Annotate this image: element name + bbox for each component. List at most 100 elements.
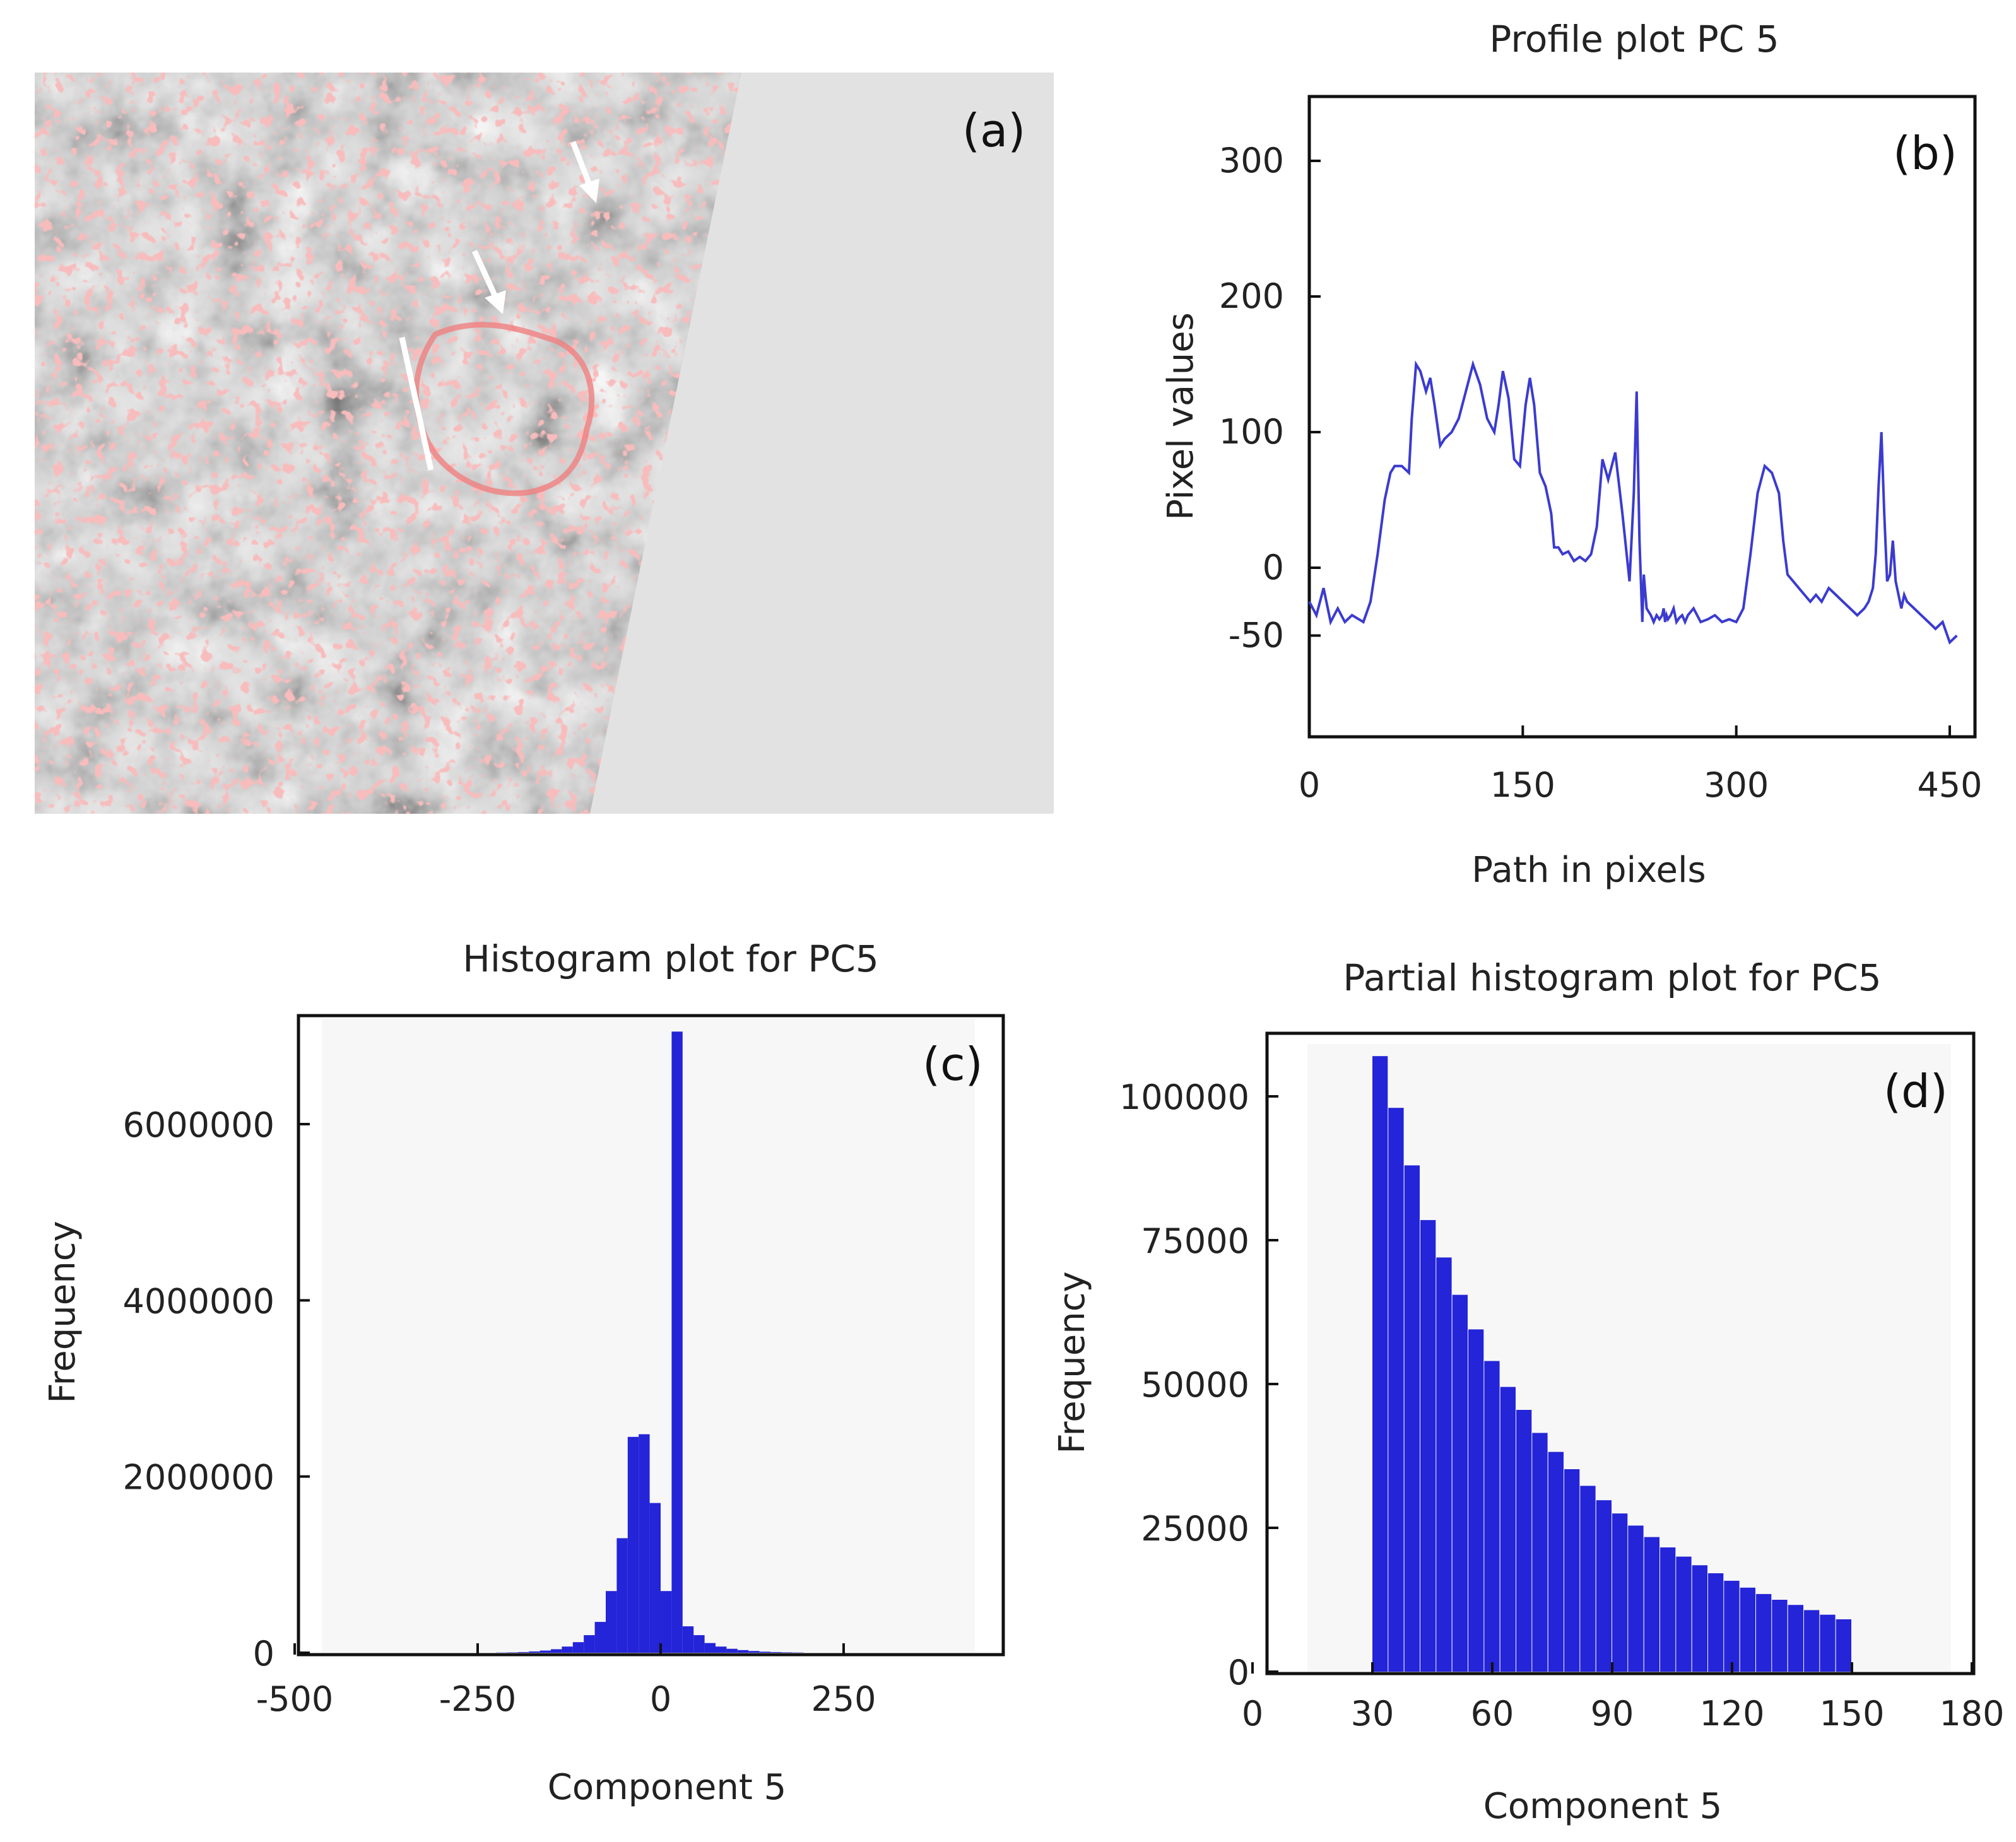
- chart-c-bar: [616, 1538, 628, 1653]
- chart-c-xtick-label: 250: [811, 1679, 876, 1719]
- chart-d-bar: [1596, 1500, 1612, 1672]
- chart-d-bar: [1628, 1525, 1644, 1672]
- chart-b-ytick-label: -50: [1229, 616, 1284, 655]
- chart-c-bar: [606, 1591, 617, 1653]
- chart-d-bar: [1612, 1513, 1628, 1672]
- chart-c-xlabel: Component 5: [548, 1767, 787, 1808]
- chart-d-bar: [1836, 1619, 1851, 1672]
- chart-c-bar: [693, 1635, 705, 1653]
- chart-d-ytick-label: 0: [1228, 1653, 1249, 1692]
- chart-b-series-line: [1308, 360, 1958, 645]
- chart-c-bar: [584, 1635, 595, 1653]
- chart-d-bar: [1756, 1593, 1772, 1672]
- profile-line: [399, 337, 434, 471]
- chart-c-bar: [529, 1651, 540, 1653]
- chart-b-frame: [1307, 95, 1977, 739]
- chart-b-ytick-label: 0: [1263, 548, 1284, 587]
- chart-d-bar: [1404, 1165, 1420, 1672]
- chart-c-bar: [704, 1643, 716, 1653]
- chart-d-ylabel: Frequency: [1052, 1271, 1093, 1453]
- chart-c-title: Histogram plot for PC5: [463, 937, 878, 980]
- panel-label-b: (b): [1893, 127, 1957, 180]
- chart-d-bar: [1484, 1361, 1500, 1672]
- chart-d-ytick-label: 100000: [1119, 1077, 1249, 1117]
- chart-c-frame: [297, 1014, 1005, 1657]
- panel-label-a: (a): [962, 104, 1025, 157]
- chart-d-xtick-label: 60: [1471, 1694, 1514, 1733]
- chart-d-bar: [1788, 1605, 1803, 1672]
- panel-label-d: (d): [1883, 1065, 1948, 1118]
- chart-c-ytick-label: 6000000: [123, 1105, 275, 1145]
- chart-c-bar: [759, 1651, 770, 1653]
- chart-d-bar: [1660, 1547, 1676, 1672]
- chart-c-xtick-label: -250: [439, 1679, 517, 1719]
- chart-d-xtick-label: 150: [1819, 1694, 1884, 1733]
- chart-b-ylabel: Pixel values: [1160, 312, 1201, 520]
- chart-b-ytick-label: 100: [1219, 412, 1284, 452]
- chart-d-bar: [1548, 1452, 1564, 1672]
- chart-c-bar: [671, 1031, 683, 1653]
- arrow-icon: [471, 250, 506, 314]
- chart-d-bar: [1692, 1565, 1707, 1672]
- chart-d-bar: [1372, 1056, 1388, 1672]
- chart-c-bar: [781, 1652, 793, 1653]
- chart-d-title: Partial histogram plot for PC5: [1343, 956, 1881, 999]
- chart-c-ylabel: Frequency: [42, 1221, 83, 1403]
- chart-c-bar: [649, 1503, 661, 1653]
- panel-c-histogram: Histogram plot for PC5 Frequency Compone…: [42, 937, 1005, 1808]
- chart-c-xtick-label: -500: [256, 1679, 334, 1719]
- chart-d-bar: [1580, 1486, 1596, 1672]
- chart-d-bar: [1724, 1580, 1740, 1672]
- chart-c-bar: [726, 1648, 738, 1653]
- panel-b-profile-chart: Profile plot PC 5 Pixel values Path in p…: [1160, 18, 1983, 891]
- chart-d-bar: [1452, 1294, 1468, 1672]
- chart-c-bar: [770, 1651, 782, 1653]
- chart-d-xtick-label: 120: [1699, 1694, 1764, 1733]
- chart-c-ytick-label: 4000000: [123, 1281, 275, 1321]
- chart-c-bar: [737, 1650, 749, 1653]
- chart-d-xtick-label: 180: [1939, 1694, 2004, 1733]
- chart-d-bar: [1516, 1410, 1532, 1672]
- chart-d-bar: [1564, 1469, 1580, 1672]
- chart-d-ytick-label: 75000: [1141, 1221, 1249, 1261]
- chart-d-bar: [1388, 1108, 1404, 1672]
- chart-c-bar: [562, 1646, 573, 1653]
- chart-d-bar: [1500, 1387, 1516, 1672]
- chart-d-bar: [1532, 1433, 1548, 1672]
- chart-d-xtick-label: 90: [1591, 1694, 1634, 1733]
- chart-b-xlabel: Path in pixels: [1471, 850, 1706, 891]
- chart-d-ytick-label: 25000: [1141, 1509, 1249, 1549]
- arrow-icon: [570, 141, 599, 203]
- chart-d-bar: [1820, 1614, 1836, 1672]
- chart-c-xtick-label: 0: [650, 1679, 671, 1719]
- chart-d-bar: [1436, 1257, 1452, 1672]
- chart-d-frame: [1265, 1031, 1976, 1675]
- chart-d-xtick-label: 30: [1351, 1694, 1394, 1733]
- chart-b-xtick-label: 450: [1917, 765, 1982, 805]
- chart-d-bar: [1772, 1600, 1788, 1672]
- chart-d-bar: [1676, 1556, 1692, 1672]
- chart-d-bar: [1740, 1587, 1755, 1672]
- chart-d-bar: [1804, 1610, 1820, 1672]
- chart-b-xtick-label: 150: [1490, 765, 1555, 805]
- chart-c-bar: [748, 1651, 760, 1653]
- chart-c-bar: [716, 1646, 727, 1653]
- chart-c-bar: [517, 1651, 529, 1653]
- chart-b-title: Profile plot PC 5: [1489, 18, 1779, 61]
- chart-c-ytick-label: 2000000: [123, 1458, 275, 1498]
- chart-c-bar: [572, 1642, 584, 1653]
- panel-a-image: (a): [35, 73, 1054, 814]
- chart-c-bar: [507, 1652, 518, 1653]
- chart-c-ytick-label: 0: [253, 1634, 274, 1674]
- chart-c-bar: [539, 1650, 551, 1653]
- chart-d-ytick-label: 50000: [1141, 1365, 1249, 1405]
- chart-b-ytick-label: 200: [1219, 276, 1284, 316]
- chart-d-bar: [1708, 1573, 1724, 1672]
- chart-d-xlabel: Component 5: [1483, 1786, 1723, 1827]
- chart-b-xtick-label: 0: [1299, 765, 1320, 805]
- chart-d-xtick-label: 0: [1242, 1694, 1263, 1733]
- panel-label-c: (c): [923, 1038, 983, 1091]
- chart-c-bar: [594, 1622, 606, 1653]
- chart-c-bar: [661, 1591, 672, 1653]
